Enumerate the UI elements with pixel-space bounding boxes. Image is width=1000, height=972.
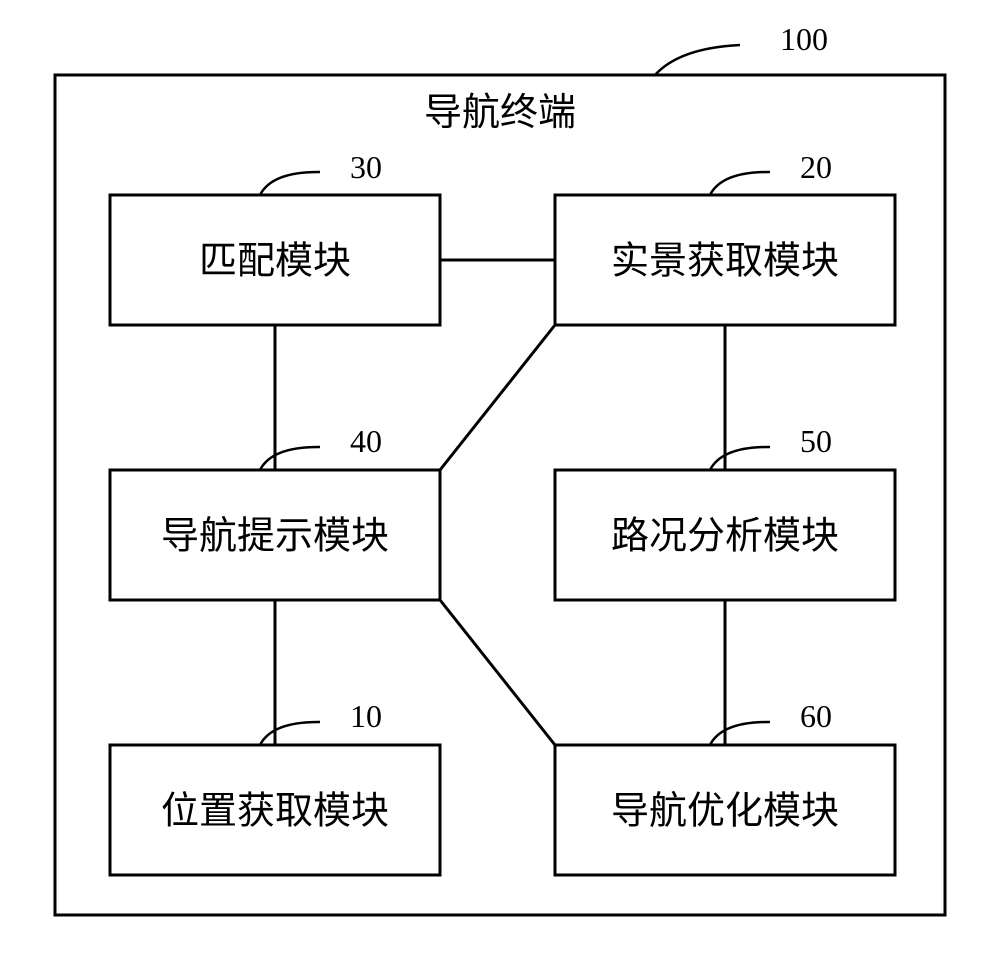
ref-number: 10 bbox=[350, 698, 382, 734]
module-label: 匹配模块 bbox=[199, 240, 351, 282]
ref-number: 40 bbox=[350, 423, 382, 459]
ref-number: 30 bbox=[350, 149, 382, 185]
ref-number: 20 bbox=[800, 149, 832, 185]
block-diagram: 导航终端匹配模块 实景获取模块导航提示模块 路况分析模块位置获取模块 导航优化模块 10… bbox=[0, 0, 1000, 972]
module-label: 路况分析模块 bbox=[611, 515, 839, 557]
ref-number: 50 bbox=[800, 423, 832, 459]
module-label: 导航优化模块 bbox=[611, 790, 839, 832]
ref-number: 100 bbox=[780, 21, 828, 57]
module-label: 实景获取模块 bbox=[611, 240, 839, 282]
ref-number: 60 bbox=[800, 698, 832, 734]
module-label: 位置获取模块 bbox=[161, 790, 389, 832]
module-label: 导航提示模块 bbox=[161, 515, 389, 557]
container-title: 导航终端 bbox=[424, 92, 576, 134]
